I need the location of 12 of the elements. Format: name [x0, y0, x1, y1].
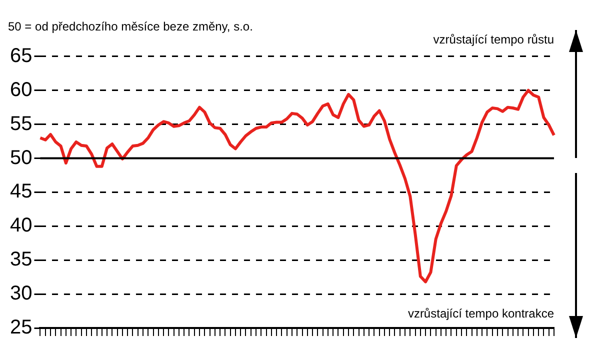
y-tick-label: 25: [10, 316, 32, 339]
y-tick-label: 30: [10, 282, 32, 305]
y-tick-label: 50: [10, 146, 32, 169]
y-tick-label: 35: [10, 248, 32, 271]
y-tick-label: 55: [10, 112, 32, 135]
chart-subtitle: 50 = od předchozího měsíce beze změny, s.o.: [8, 20, 253, 34]
y-tick-label: 65: [10, 44, 32, 67]
y-tick-label: 60: [10, 78, 32, 101]
text: vzrůstající tempo růstu: [433, 32, 554, 47]
y-tick-label: 40: [10, 214, 32, 237]
annotation: vzrůstající tempo kontrakce: [408, 306, 554, 320]
y-tick-label: 45: [10, 180, 32, 203]
